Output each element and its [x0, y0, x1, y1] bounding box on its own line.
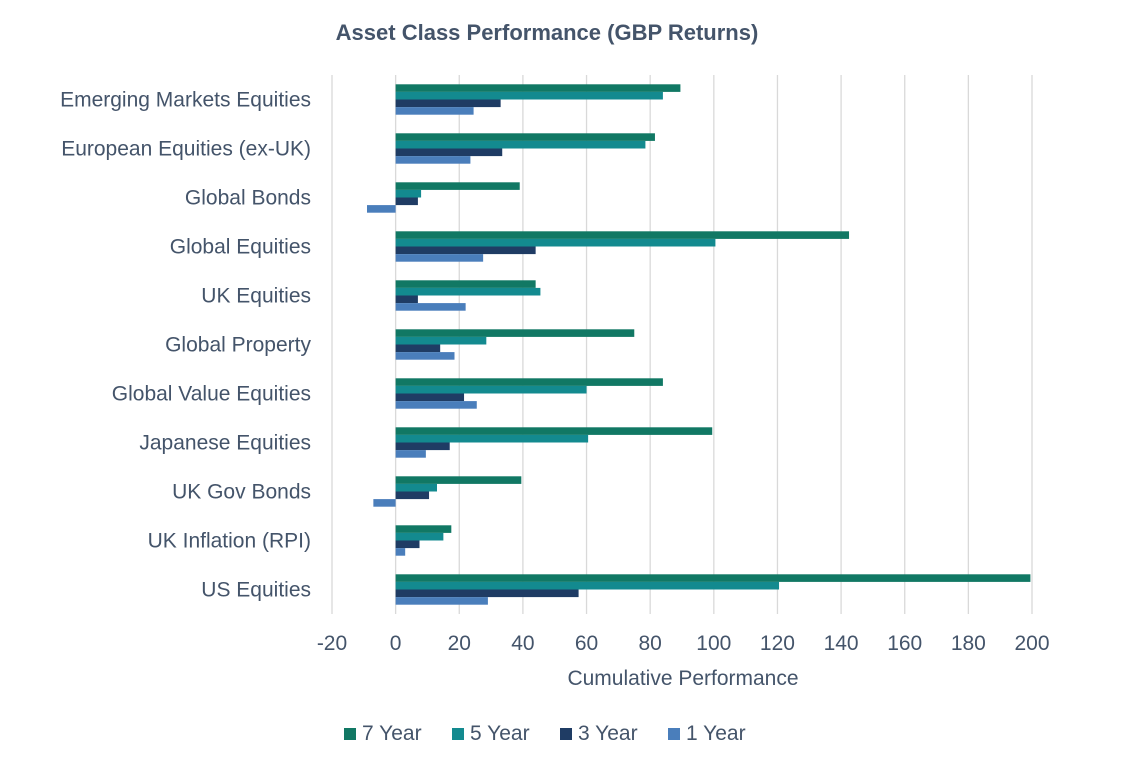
x-tick-label: -20	[317, 632, 347, 655]
bar-5-year	[395, 287, 541, 296]
bar-1-year	[395, 450, 426, 458]
bar-5-year	[395, 434, 589, 443]
bar-5-year	[395, 238, 716, 247]
bar-3-year	[395, 442, 450, 451]
legend-label: 7 Year	[362, 722, 422, 745]
legend-label: 3 Year	[578, 722, 638, 745]
bar-3-year	[395, 246, 536, 255]
bar-1-year	[395, 548, 406, 556]
x-tick-label: 200	[1014, 632, 1049, 655]
category-label: UK Equities	[201, 285, 311, 308]
legend-swatch	[668, 728, 680, 740]
bar-5-year	[395, 140, 646, 149]
bar-7-year	[395, 574, 1031, 582]
bar-3-year	[395, 540, 420, 549]
bar-5-year	[395, 581, 780, 590]
x-tick-label: 120	[760, 632, 795, 655]
x-tick-label: 40	[511, 632, 534, 655]
category-label: European Equities (ex-UK)	[61, 138, 311, 161]
bar-7-year	[395, 231, 850, 239]
bar-3-year	[395, 393, 465, 402]
bar-3-year	[395, 295, 418, 304]
category-label: Global Equities	[170, 236, 311, 259]
bar-1-year	[367, 205, 396, 213]
bar-7-year	[395, 84, 681, 92]
bar-7-year	[395, 329, 635, 337]
legend-swatch	[560, 728, 572, 740]
category-label: Japanese Equities	[139, 432, 311, 455]
bar-7-year	[395, 378, 663, 386]
x-tick-label: 180	[951, 632, 986, 655]
bar-7-year	[395, 476, 522, 484]
bar-7-year	[395, 280, 536, 288]
bar-3-year	[395, 344, 441, 353]
bar-1-year	[395, 107, 474, 115]
bar-7-year	[395, 133, 655, 141]
x-tick-labels: -20 0 20 40 60 80 100 120 140 160 180 200	[317, 632, 1050, 655]
bars	[367, 84, 1031, 605]
bar-5-year	[395, 91, 663, 100]
chart-title: Asset Class Performance (GBP Returns)	[336, 20, 759, 45]
x-tick-label: 80	[639, 632, 662, 655]
legend: 7 Year 5 Year 3 Year 1 Year	[344, 722, 746, 745]
bar-1-year	[395, 254, 484, 262]
bar-7-year	[395, 525, 452, 533]
bar-3-year	[395, 589, 579, 598]
bar-1-year	[395, 303, 466, 311]
bar-3-year	[395, 99, 501, 108]
category-label: US Equities	[201, 579, 311, 602]
bar-5-year	[395, 483, 437, 492]
bar-7-year	[395, 182, 520, 190]
x-tick-label: 160	[887, 632, 922, 655]
bar-7-year	[395, 427, 713, 435]
bar-1-year	[395, 156, 471, 164]
bar-5-year	[395, 336, 487, 345]
bar-1-year	[395, 352, 455, 360]
legend-label: 5 Year	[470, 722, 530, 745]
category-label: Emerging Markets Equities	[60, 89, 311, 112]
x-tick-label: 100	[696, 632, 731, 655]
bar-3-year	[395, 148, 503, 157]
x-tick-label: 0	[390, 632, 402, 655]
bar-3-year	[395, 491, 430, 500]
bar-5-year	[395, 532, 444, 541]
legend-swatch	[452, 728, 464, 740]
bar-3-year	[395, 197, 418, 206]
category-label: Global Value Equities	[112, 383, 311, 406]
legend-label: 1 Year	[686, 722, 746, 745]
x-tick-label: 20	[448, 632, 471, 655]
bar-1-year	[395, 401, 477, 409]
category-label: Global Property	[165, 334, 311, 357]
category-label: UK Inflation (RPI)	[148, 530, 311, 553]
bar-5-year	[395, 189, 422, 198]
gridlines	[331, 75, 1033, 614]
category-label: UK Gov Bonds	[172, 481, 311, 504]
bar-5-year	[395, 385, 587, 394]
bar-1-year	[395, 597, 488, 605]
category-label: Global Bonds	[185, 187, 311, 210]
x-axis-title: Cumulative Performance	[567, 667, 798, 690]
bar-1-year	[373, 499, 396, 507]
legend-swatch	[344, 728, 356, 740]
category-labels: Emerging Markets Equities European Equiti…	[60, 89, 311, 602]
x-tick-label: 60	[575, 632, 598, 655]
x-tick-label: 140	[824, 632, 859, 655]
